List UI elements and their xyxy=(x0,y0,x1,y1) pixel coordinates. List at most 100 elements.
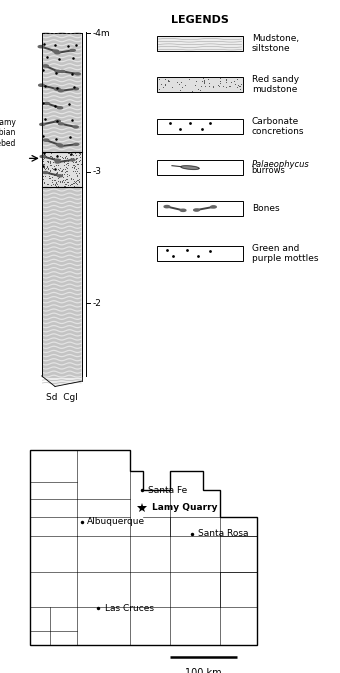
Point xyxy=(44,179,50,190)
Point xyxy=(68,150,73,161)
Point xyxy=(166,75,172,86)
Point xyxy=(41,162,47,172)
Point xyxy=(76,177,82,188)
Point xyxy=(210,81,216,92)
Text: Albuquerque: Albuquerque xyxy=(87,517,145,526)
Point xyxy=(59,177,65,188)
Point xyxy=(69,174,74,184)
Point xyxy=(192,79,198,90)
Point xyxy=(69,155,74,166)
Point xyxy=(46,167,52,178)
Point xyxy=(62,155,67,166)
Text: Green and
purple mottles: Green and purple mottles xyxy=(252,244,318,263)
Point xyxy=(178,77,184,87)
Point xyxy=(70,157,75,168)
Text: burrows: burrows xyxy=(252,166,286,175)
Point xyxy=(73,154,79,165)
Text: -3: -3 xyxy=(92,167,101,176)
Point xyxy=(166,75,171,85)
Point xyxy=(42,148,47,159)
Point xyxy=(48,151,54,162)
Circle shape xyxy=(75,73,80,75)
Point xyxy=(41,153,46,164)
Point xyxy=(162,79,168,90)
Bar xyxy=(157,36,243,51)
Point xyxy=(64,169,70,180)
Point xyxy=(53,168,58,178)
Point xyxy=(76,168,82,178)
Point xyxy=(40,150,46,161)
Point xyxy=(231,75,237,86)
Point xyxy=(54,167,60,178)
Point xyxy=(60,153,65,164)
Point xyxy=(74,152,80,163)
Text: Mudstone,
siltstone: Mudstone, siltstone xyxy=(252,34,299,53)
Point xyxy=(62,160,67,170)
Circle shape xyxy=(70,49,75,51)
Point xyxy=(76,155,82,166)
Point xyxy=(61,155,66,166)
Point xyxy=(78,159,83,170)
Point xyxy=(77,148,82,159)
Point xyxy=(65,160,71,170)
Point xyxy=(174,76,180,87)
Point xyxy=(49,175,54,186)
Point xyxy=(156,83,162,94)
Point xyxy=(51,157,56,168)
Polygon shape xyxy=(30,450,257,645)
Point xyxy=(55,172,61,183)
Point xyxy=(54,160,59,171)
Point xyxy=(66,148,71,159)
Point xyxy=(234,82,240,93)
Bar xyxy=(157,160,243,175)
Point xyxy=(64,151,69,162)
Point xyxy=(177,85,183,96)
Circle shape xyxy=(43,65,48,67)
Point xyxy=(55,164,61,175)
Point xyxy=(72,161,78,172)
Point xyxy=(237,81,242,92)
Point xyxy=(46,157,51,168)
Point xyxy=(68,180,73,190)
Bar xyxy=(157,201,243,216)
Point xyxy=(57,151,62,162)
Point xyxy=(56,154,62,165)
Point xyxy=(40,170,46,181)
Point xyxy=(72,157,78,168)
Point xyxy=(236,81,241,92)
Point xyxy=(77,155,83,166)
Circle shape xyxy=(55,161,60,163)
Point xyxy=(78,149,83,160)
Point xyxy=(56,160,61,170)
Point xyxy=(200,75,205,86)
Point xyxy=(67,149,73,160)
Point xyxy=(41,163,47,174)
Point xyxy=(180,81,185,92)
Point xyxy=(47,157,53,168)
Point xyxy=(64,162,69,173)
Point xyxy=(70,166,76,176)
Point xyxy=(52,170,57,180)
Point xyxy=(217,75,222,86)
Point xyxy=(63,151,68,162)
Point xyxy=(64,166,70,177)
Point xyxy=(66,177,71,188)
Point xyxy=(58,157,63,168)
Circle shape xyxy=(57,175,63,177)
Point xyxy=(49,160,54,170)
Point xyxy=(227,81,232,92)
Point xyxy=(45,157,50,168)
Point xyxy=(56,157,62,168)
Point xyxy=(62,181,67,192)
Bar xyxy=(157,77,243,92)
Point xyxy=(42,150,47,161)
Point xyxy=(42,168,48,178)
Text: LEGENDS: LEGENDS xyxy=(171,15,229,25)
Point xyxy=(56,176,61,186)
Point xyxy=(54,168,60,179)
Point xyxy=(59,165,65,176)
Circle shape xyxy=(40,155,45,157)
Point xyxy=(59,176,65,186)
Point xyxy=(223,81,229,92)
Circle shape xyxy=(211,206,216,208)
